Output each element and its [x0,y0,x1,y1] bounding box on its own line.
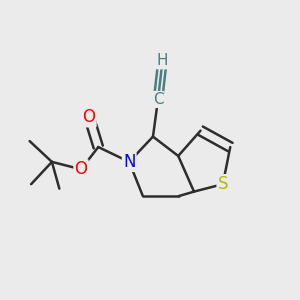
Text: S: S [218,175,228,193]
Text: O: O [74,160,88,178]
Text: C: C [153,92,163,107]
Text: H: H [157,53,168,68]
Text: O: O [82,108,96,126]
Text: N: N [123,153,135,171]
